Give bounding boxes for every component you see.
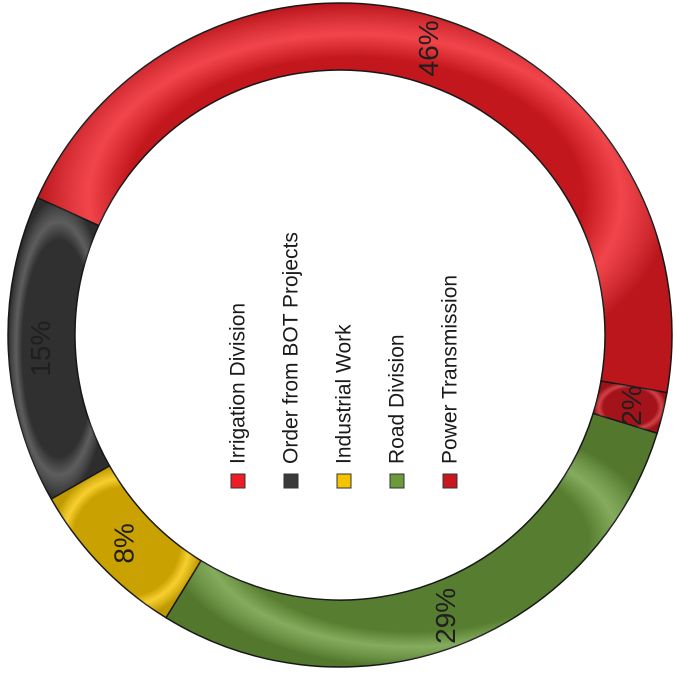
legend-label: Irrigation Division — [227, 303, 250, 464]
slice-label: 2% — [616, 385, 647, 425]
slice-shade — [37, 3, 672, 393]
slice-label: 29% — [430, 588, 461, 644]
slice-shade — [51, 465, 202, 618]
legend-swatch — [336, 473, 352, 489]
legend-swatch — [230, 473, 246, 489]
slice-shade — [8, 197, 110, 499]
legend-label: Industrial Work — [333, 324, 356, 464]
slice-label: 8% — [109, 523, 140, 563]
slice-shade — [166, 413, 658, 667]
legend-swatch — [389, 473, 405, 489]
legend: Irrigation Division Order from BOT Projec… — [227, 232, 462, 489]
legend-swatch — [283, 473, 299, 489]
legend-label: Road Division — [386, 334, 409, 464]
slice-label: 15% — [25, 321, 56, 377]
legend-label: Order from BOT Projects — [280, 232, 303, 464]
slice-label: 46% — [413, 20, 444, 76]
slice-labels-group: 46% 15% 8% 29% 2% — [25, 20, 647, 643]
slices-group — [7, 2, 673, 668]
legend-swatch — [442, 473, 458, 489]
slice-shade — [593, 381, 667, 434]
legend-label: Power Transmission — [439, 275, 462, 464]
